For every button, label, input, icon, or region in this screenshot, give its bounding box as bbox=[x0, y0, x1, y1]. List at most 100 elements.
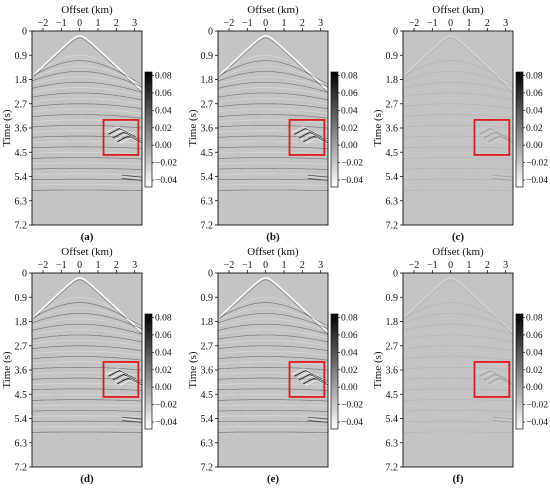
diffraction-event bbox=[479, 369, 508, 380]
seismic-events bbox=[32, 277, 142, 433]
colorbar-tick-label: 0.06 bbox=[155, 89, 172, 99]
reflection-event bbox=[32, 367, 142, 371]
reflection-event bbox=[218, 157, 328, 160]
y-tick-label: 4.5 bbox=[15, 390, 28, 401]
reflection-event bbox=[32, 168, 142, 170]
reflection-event bbox=[403, 277, 513, 333]
reflection-event bbox=[403, 125, 513, 129]
y-tick-label: 5.4 bbox=[201, 172, 214, 183]
x-tick-label: 2 bbox=[300, 18, 305, 29]
diffraction-event bbox=[305, 379, 328, 387]
reflection-event bbox=[218, 114, 328, 119]
x-tick-label: 1 bbox=[467, 260, 472, 271]
diffraction-event bbox=[477, 126, 505, 136]
y-tick-label: 1.8 bbox=[386, 75, 399, 86]
reflection-event bbox=[32, 65, 142, 86]
diffraction-event bbox=[479, 127, 508, 138]
reflection-event bbox=[218, 426, 328, 428]
reflection-event bbox=[32, 87, 142, 97]
reflection-event bbox=[218, 350, 328, 356]
y-tick-label: 5.4 bbox=[201, 414, 214, 425]
diffraction-event bbox=[117, 377, 142, 386]
colorbar-tick-label: −0.04 bbox=[341, 176, 363, 186]
reflection-event bbox=[32, 81, 142, 93]
diffraction-event bbox=[105, 368, 134, 378]
reflection-event bbox=[403, 152, 513, 155]
y-tick-label: 7.2 bbox=[15, 463, 28, 474]
y-tick-label: 4.5 bbox=[15, 148, 28, 159]
y-tick-label: 5.4 bbox=[15, 172, 28, 183]
y-axis-title: Time (s) bbox=[372, 109, 384, 147]
panel-4: −2 −1 0 1 2 3 Offset (km) 0 0.9 1.8 2.7 3.6 4.5 5.4 6.… bbox=[1, 246, 177, 485]
reflection-event bbox=[218, 162, 328, 165]
reflection-event bbox=[32, 103, 142, 109]
colorbar-tick-label: −0.02 bbox=[341, 401, 363, 411]
reflection-event bbox=[403, 399, 513, 402]
reflection-event bbox=[218, 55, 328, 86]
reflection-event bbox=[32, 318, 142, 332]
reflection-event bbox=[32, 92, 142, 101]
colorbar-tick-label: −0.02 bbox=[341, 159, 363, 169]
reflection-event bbox=[403, 189, 513, 191]
reflection-event bbox=[218, 388, 328, 391]
reflection-event bbox=[32, 431, 142, 433]
late-event bbox=[121, 174, 142, 178]
reflection-event bbox=[218, 334, 328, 343]
late-event bbox=[492, 177, 513, 181]
reflection-event bbox=[32, 329, 142, 339]
y-tick-label: 3.6 bbox=[15, 124, 28, 135]
x-tick-label: −2 bbox=[38, 260, 49, 271]
y-tick-label: 5.4 bbox=[386, 172, 399, 183]
reflection-event bbox=[403, 178, 513, 181]
reflection-event bbox=[218, 125, 328, 129]
reflection-event bbox=[32, 323, 142, 335]
y-tick-label: 6.3 bbox=[201, 438, 214, 449]
colorbar bbox=[515, 71, 524, 188]
diffraction-event bbox=[303, 135, 328, 144]
y-tick-label: 0.9 bbox=[201, 51, 214, 62]
y-tick-label: 2.7 bbox=[15, 341, 28, 352]
late-event bbox=[307, 174, 328, 178]
reflection-event bbox=[218, 404, 328, 407]
y-tick-label: 0 bbox=[208, 27, 213, 38]
panel-label: (f) bbox=[453, 473, 464, 485]
colorbar-tick-label: 0.00 bbox=[155, 383, 172, 393]
y-tick-label: 2.7 bbox=[201, 99, 214, 110]
y-axis-title: Time (s) bbox=[1, 351, 13, 389]
reflection-event bbox=[32, 152, 142, 155]
late-event bbox=[492, 174, 513, 178]
y-tick-label: 4.5 bbox=[386, 148, 399, 159]
colorbar-tick-label: 0.04 bbox=[526, 106, 543, 116]
y-tick-label: 6.3 bbox=[386, 196, 399, 207]
reflection-event bbox=[32, 55, 142, 86]
y-tick-label: 2.7 bbox=[15, 99, 28, 110]
reflection-event bbox=[218, 377, 328, 381]
late-event bbox=[121, 176, 142, 180]
seismic-events bbox=[32, 35, 142, 191]
x-axis-title: Offset (km) bbox=[432, 246, 484, 258]
colorbar-tick-label: 0.08 bbox=[526, 313, 543, 323]
reflection-event bbox=[403, 426, 513, 428]
y-tick-label: 7.2 bbox=[201, 463, 214, 474]
y-tick-label: 2.7 bbox=[386, 99, 399, 110]
diffraction-event bbox=[294, 127, 323, 138]
gather-background bbox=[403, 31, 513, 225]
x-tick-label: 3 bbox=[503, 260, 508, 271]
reflection-event bbox=[403, 173, 513, 176]
x-tick-label: 3 bbox=[318, 18, 323, 29]
reflection-event bbox=[218, 92, 328, 101]
reflection-event bbox=[218, 178, 328, 181]
x-tick-label: 2 bbox=[485, 260, 490, 271]
x-tick-label: 0 bbox=[77, 260, 82, 271]
seismic-events bbox=[403, 277, 513, 433]
colorbar-tick-label: −0.04 bbox=[155, 176, 177, 186]
diffraction-event bbox=[110, 371, 139, 382]
gather-background bbox=[403, 273, 513, 467]
y-tick-label: 0 bbox=[22, 27, 27, 38]
reflection-event bbox=[32, 313, 142, 330]
x-tick-label: −2 bbox=[409, 18, 420, 29]
colorbar-tick-label: 0.04 bbox=[155, 348, 172, 358]
reflection-event bbox=[218, 420, 328, 423]
reflection-event bbox=[32, 350, 142, 356]
colorbar-tick-label: −0.04 bbox=[341, 418, 363, 428]
